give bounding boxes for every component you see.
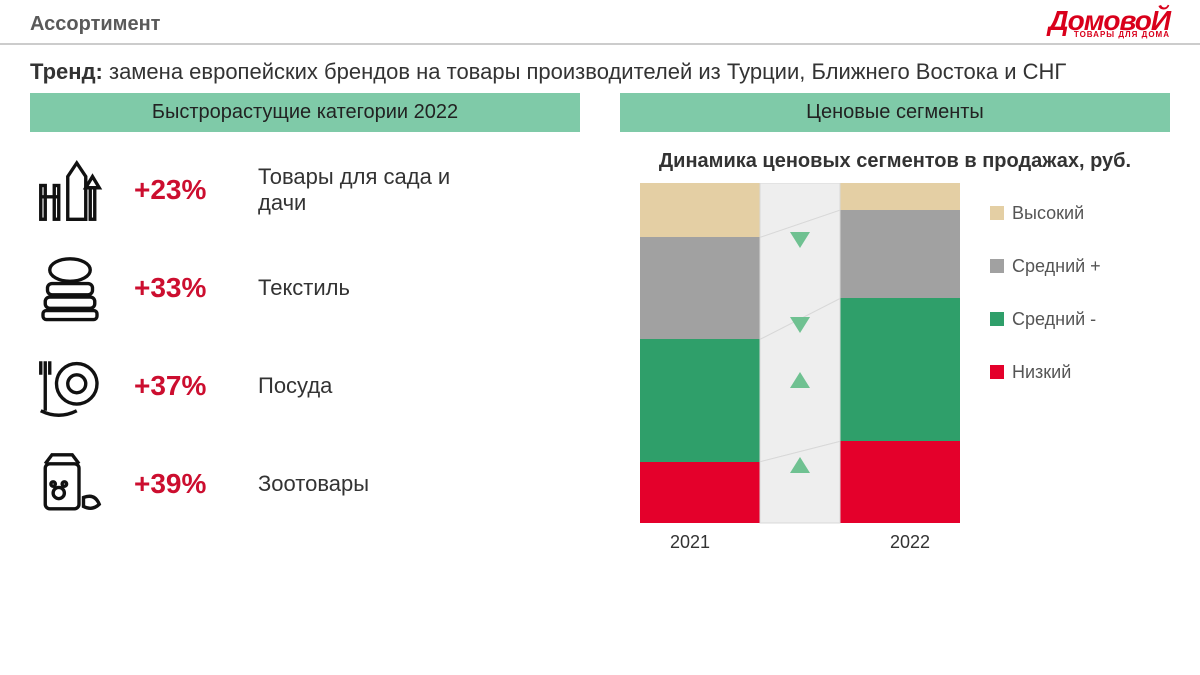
category-row: +39% Зоотовары (30, 444, 580, 524)
bar-seg-low (640, 462, 760, 523)
bar-2022 (840, 183, 960, 523)
legend-label: Средний + (1012, 256, 1101, 277)
category-pct: +23% (134, 174, 234, 206)
category-label: Товары для сада и дачи (258, 164, 498, 216)
category-label: Посуда (258, 373, 332, 399)
top-bar: Ассортимент ДомовоЙ ТОВАРЫ ДЛЯ ДОМА (0, 0, 1200, 45)
garden-icon (30, 150, 110, 230)
category-pct: +37% (134, 370, 234, 402)
bar-seg-mid_plus (840, 210, 960, 298)
legend-item-low: Низкий (990, 362, 1101, 383)
bar-seg-low (840, 441, 960, 523)
x-label-2022: 2022 (890, 532, 930, 553)
trend-line: Тренд: замена европейских брендов на тов… (0, 45, 1200, 93)
legend-label: Низкий (1012, 362, 1071, 383)
legend-item-mid_plus: Средний + (990, 256, 1101, 277)
category-row: +37% Посуда (30, 346, 580, 426)
page-title: Ассортимент (30, 13, 160, 36)
bar-2021 (640, 183, 760, 523)
legend-label: Высокий (1012, 203, 1084, 224)
category-row: +23% Товары для сада и дачи (30, 150, 580, 230)
trend-arrow-low (786, 455, 814, 505)
trend-arrow-mid_minus (786, 370, 814, 420)
bar-seg-high (840, 183, 960, 210)
chart-title: Динамика ценовых сегментов в продажах, р… (630, 150, 1160, 173)
legend-swatch (990, 206, 1004, 220)
category-list: +23%Товары для сада и дачи+33%Текстиль+3… (30, 150, 580, 524)
category-row: +33% Текстиль (30, 248, 580, 328)
left-panel: Быстрорастущие категории 2022 +23% Товары… (30, 93, 580, 553)
legend-swatch (990, 312, 1004, 326)
arrow-column (775, 183, 825, 523)
bar-seg-mid_plus (640, 237, 760, 339)
category-label: Зоотовары (258, 471, 369, 497)
chart-body: 2021 2022 Высокий Средний + Средний - Низки… (630, 183, 1160, 553)
x-label-2021: 2021 (670, 532, 710, 553)
trend-arrow-high (786, 200, 814, 250)
legend-item-high: Высокий (990, 203, 1101, 224)
left-panel-header: Быстрорастущие категории 2022 (30, 93, 580, 132)
category-label: Текстиль (258, 275, 350, 301)
bar-seg-high (640, 183, 760, 237)
right-panel-header: Ценовые сегменты (620, 93, 1170, 132)
legend: Высокий Средний + Средний - Низкий (990, 183, 1101, 383)
bar-seg-mid_minus (840, 298, 960, 441)
category-pct: +33% (134, 272, 234, 304)
brand-logo: ДомовоЙ ТОВАРЫ ДЛЯ ДОМА (1048, 10, 1170, 39)
legend-swatch (990, 365, 1004, 379)
textile-icon (30, 248, 110, 328)
legend-label: Средний - (1012, 309, 1096, 330)
bars-zone: 2021 2022 (630, 183, 970, 553)
right-panel: Ценовые сегменты Динамика ценовых сегмен… (620, 93, 1170, 553)
bar-seg-mid_minus (640, 339, 760, 461)
trend-text: замена европейских брендов на товары про… (109, 59, 1066, 84)
chart-area: Динамика ценовых сегментов в продажах, р… (620, 150, 1170, 553)
legend-item-mid_minus: Средний - (990, 309, 1101, 330)
category-pct: +39% (134, 468, 234, 500)
trend-label: Тренд: (30, 59, 103, 84)
x-axis-labels: 2021 2022 (630, 532, 970, 553)
trend-arrow-mid_plus (786, 285, 814, 335)
legend-swatch (990, 259, 1004, 273)
pets-icon (30, 444, 110, 524)
dishes-icon (30, 346, 110, 426)
